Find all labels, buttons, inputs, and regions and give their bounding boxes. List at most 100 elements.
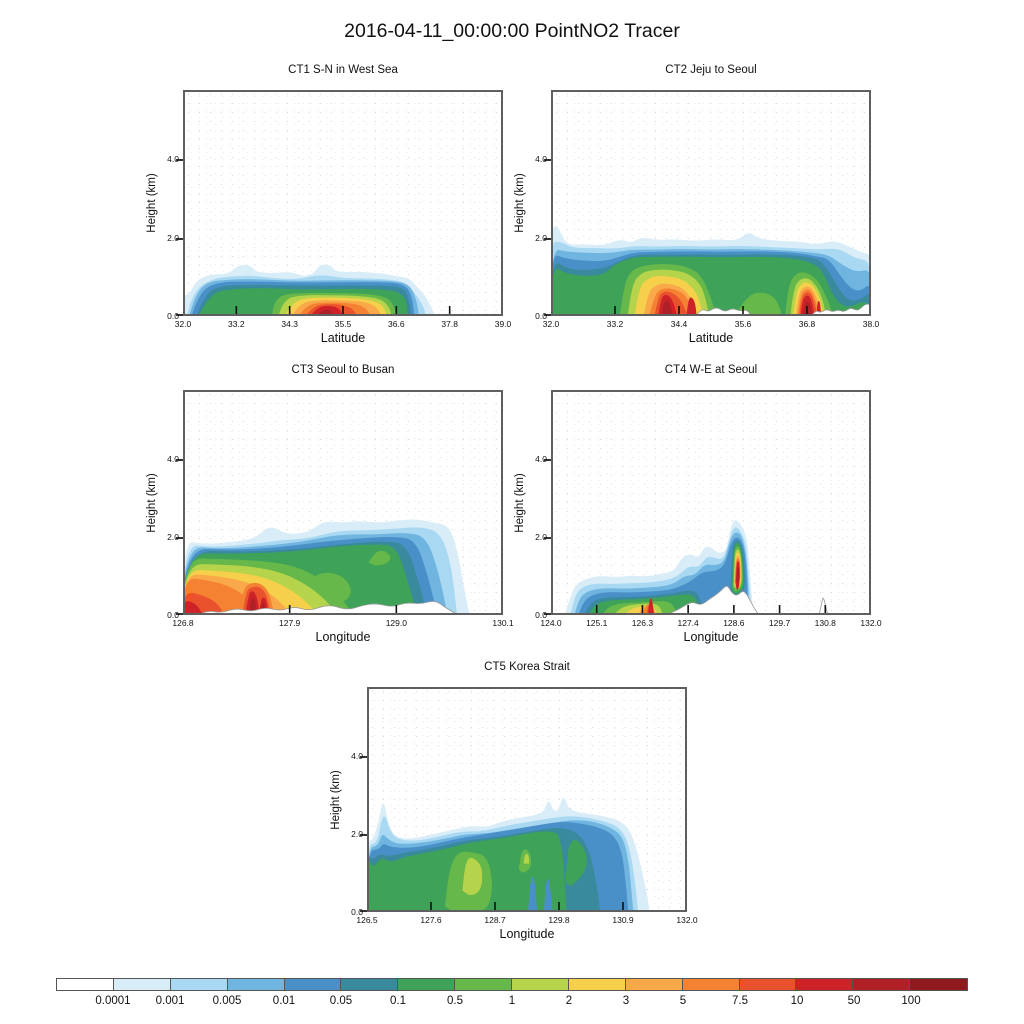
x-axis-tick-label: 132.0: [860, 618, 882, 628]
plot-frame: [183, 390, 503, 615]
x-axis-label: Longitude: [499, 927, 555, 941]
x-axis-tick-label: 34.4: [670, 319, 688, 329]
x-axis-tick-label: 126.3: [631, 618, 654, 628]
panel-title: CT4 W-E at Seoul: [664, 364, 758, 376]
y-axis-tick: [176, 237, 183, 240]
colorbar-label: 5: [679, 995, 687, 1007]
y-axis-tick: [176, 613, 183, 615]
colorbar-label: 50: [847, 995, 861, 1007]
colorbar-cell: [910, 979, 967, 990]
x-axis-tick-label: 129.8: [548, 915, 570, 925]
x-axis-tick-label: 130.1: [492, 618, 514, 628]
x-axis-tick-label: 128.6: [723, 618, 745, 628]
colorbar-label: 0.005: [212, 995, 242, 1007]
colorbar-label: 0.5: [447, 995, 463, 1007]
y-axis-tick: [176, 458, 183, 461]
colorbar-cell: [512, 979, 569, 990]
contour-layer: [661, 300, 673, 316]
contour-layer: [543, 879, 553, 912]
y-axis-tick-label: 2.0: [167, 232, 179, 243]
x-axis-tick-label: 126.5: [356, 915, 378, 925]
colorbar-cell: [57, 979, 114, 990]
x-axis-tick-label: 39.0: [494, 319, 512, 329]
colorbar-cell: [625, 979, 683, 990]
x-axis-tick-label: 124.0: [540, 618, 562, 628]
colorbar-cell: [739, 979, 797, 990]
y-axis-tick-label: 2.0: [167, 531, 179, 542]
x-axis-tick-label: 126.8: [172, 618, 194, 628]
colorbar-cell: [682, 979, 740, 990]
colorbar-cell: [284, 979, 342, 990]
y-axis-tick-label: 4.0: [167, 453, 179, 464]
x-axis-tick-label: 34.3: [281, 319, 298, 329]
contour-layer: [686, 297, 697, 316]
y-axis-label: Height (km): [146, 173, 158, 233]
x-axis-tick-label: 128.7: [484, 915, 506, 925]
y-axis-tick-label: 4.0: [535, 453, 547, 464]
colorbar-label: 0.001: [155, 995, 185, 1007]
y-axis-tick-label: 2.0: [535, 531, 547, 542]
y-axis-tick: [544, 159, 551, 162]
colorbar-label: 1: [508, 995, 516, 1007]
contour-layer: [462, 857, 483, 895]
x-axis-tick-label: 127.4: [677, 618, 699, 628]
y-axis-tick-label: 4.0: [167, 154, 179, 165]
colorbar-strip: [56, 978, 968, 991]
contour-plot-ct4: [551, 390, 871, 615]
y-axis-tick-label: 0.0: [351, 907, 363, 917]
colorbar-label: 0.01: [272, 995, 296, 1007]
colorbar-cell: [341, 979, 399, 990]
colorbar-cell: [796, 979, 854, 990]
y-axis-tick: [176, 314, 183, 316]
x-axis-tick-label: 32.0: [174, 319, 192, 329]
y-axis-tick-label: 4.0: [351, 750, 363, 761]
contour-plot-ct3: [183, 390, 503, 615]
y-axis-tick-label: 2.0: [351, 828, 363, 839]
x-axis-tick-label: 127.6: [420, 915, 442, 925]
y-axis-tick: [176, 159, 183, 162]
y-axis-tick: [544, 613, 551, 615]
colorbar-cell: [113, 979, 171, 990]
colorbar-cell: [227, 979, 285, 990]
figure-title: 2016-04-11_00:00:00 PointNO2 Tracer: [344, 20, 680, 42]
terrain-outline: [197, 601, 460, 615]
x-axis-tick-label: 127.9: [279, 618, 301, 628]
y-axis-label: Height (km): [330, 769, 342, 830]
colorbar-cell: [853, 979, 911, 990]
x-axis-tick-label: 129.7: [768, 618, 791, 628]
colorbar-cell: [568, 979, 626, 990]
colorbar-label: 100: [901, 995, 921, 1007]
x-axis-tick-label: 36.8: [798, 319, 816, 329]
colorbar-label: 0.0001: [95, 995, 131, 1007]
y-axis-tick-label: 0.0: [535, 311, 547, 321]
y-axis-tick-label: 4.0: [535, 154, 547, 165]
y-axis-tick: [176, 536, 183, 539]
x-axis-label: Latitude: [688, 331, 734, 345]
y-axis-tick: [360, 755, 367, 758]
y-axis-tick: [544, 458, 551, 461]
x-axis-tick-label: 32.0: [542, 319, 560, 329]
panel-title: CT1 S-N in West Sea: [288, 64, 398, 76]
y-axis-tick-label: 2.0: [535, 232, 547, 243]
y-axis-tick-label: 0.0: [167, 610, 179, 620]
colorbar-label: 0.1: [390, 995, 406, 1007]
contour-plot-ct5: [367, 687, 687, 912]
x-axis-tick-label: 132.0: [676, 915, 698, 925]
x-axis-tick-label: 130.9: [612, 915, 634, 925]
colorbar-label: 0.05: [329, 995, 353, 1007]
colorbar-label: 7.5: [732, 995, 748, 1007]
colorbar-cell: [398, 979, 456, 990]
x-axis-tick-label: 35.5: [334, 319, 352, 329]
colorbar-cell: [170, 979, 228, 990]
contour-layer: [578, 537, 749, 615]
x-axis-label: Longitude: [683, 630, 739, 644]
y-axis-tick: [544, 536, 551, 539]
colorbar-cell: [455, 979, 512, 990]
terrain-outline: [666, 585, 760, 615]
colorbar-label: 3: [622, 995, 630, 1007]
panel-title: CT5 Korea Strait: [484, 661, 570, 673]
contour-plot-ct1: [183, 90, 503, 316]
x-axis-tick-label: 33.2: [228, 319, 245, 329]
contour-layer: [648, 598, 654, 615]
